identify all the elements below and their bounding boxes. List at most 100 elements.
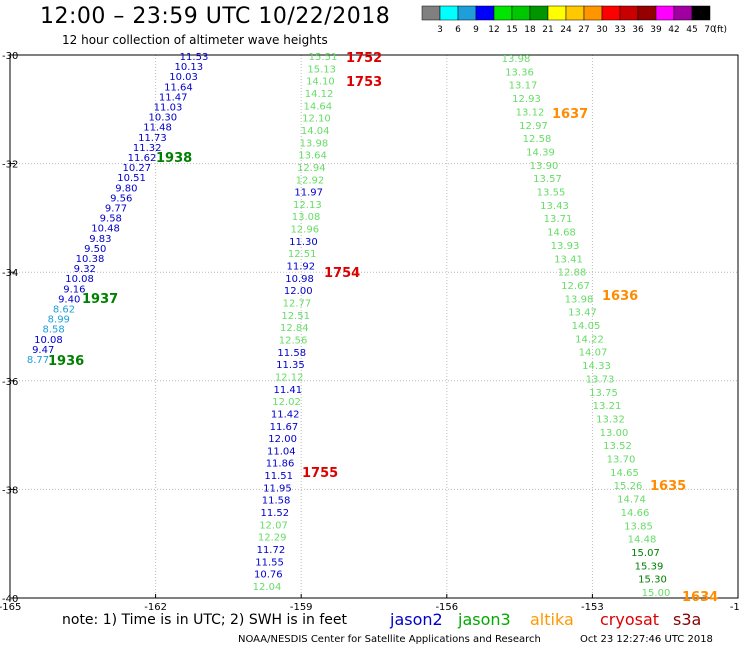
wave-height-label: 11.55 — [255, 557, 284, 568]
wave-height-label: 12.10 — [302, 114, 331, 125]
wave-height-label: 14.65 — [610, 468, 639, 479]
wave-height-label: 10.38 — [76, 254, 105, 265]
wave-height-label: 11.03 — [154, 103, 183, 114]
wave-height-label: 12.92 — [296, 175, 325, 186]
wave-height-label: 14.10 — [306, 77, 335, 88]
wave-height-label: 12.00 — [284, 286, 313, 297]
wave-height-label: 13.93 — [551, 241, 580, 252]
lon-tick-label: -15 — [730, 602, 740, 613]
wave-height-label: 13.75 — [589, 388, 618, 399]
wave-height-label: 14.05 — [572, 321, 601, 332]
wave-height-label: 8.77 — [27, 355, 49, 366]
wave-height-label: 13.47 — [568, 308, 597, 319]
wave-height-label: 11.62 — [128, 153, 157, 164]
wave-height-label: 15.00 — [642, 588, 671, 599]
wave-height-label: 13.52 — [603, 441, 632, 452]
wave-height-label: 11.42 — [271, 409, 300, 420]
pass-time-label: 1938 — [156, 151, 192, 166]
wave-height-label: 11.58 — [277, 348, 306, 359]
wave-height-label: 13.00 — [600, 428, 629, 439]
wave-height-label: 14.07 — [579, 348, 608, 359]
wave-height-label: 9.83 — [89, 234, 111, 245]
lon-tick-label: -159 — [290, 602, 313, 613]
wave-height-label: 12.94 — [297, 163, 326, 174]
pass-time-label: 1754 — [324, 266, 360, 281]
legend-s3a: s3a — [673, 610, 702, 629]
wave-height-label: 11.97 — [294, 188, 323, 199]
wave-height-label: 11.95 — [263, 483, 292, 494]
wave-height-label: 11.32 — [133, 143, 162, 154]
wave-height-label: 10.98 — [285, 274, 314, 285]
wave-height-label: 13.43 — [540, 201, 569, 212]
wave-height-label: 11.35 — [276, 360, 305, 371]
wave-height-label: 12.56 — [279, 335, 308, 346]
wave-height-label: 10.48 — [91, 224, 120, 235]
wave-height-label: 13.71 — [544, 214, 573, 225]
wave-height-label: 11.48 — [143, 123, 172, 134]
plot-frame — [9, 54, 739, 599]
wave-height-label: 12.12 — [275, 372, 304, 383]
pass-time-label: 1936 — [48, 354, 84, 369]
wave-height-label: 12.58 — [523, 134, 552, 145]
wave-height-label: 11.51 — [264, 471, 293, 482]
legend-cryosat: cryosat — [600, 610, 660, 629]
wave-height-label: 9.56 — [110, 193, 132, 204]
wave-height-label: 14.64 — [303, 101, 332, 112]
wave-height-label: 13.90 — [530, 161, 559, 172]
pass-time-label: 1637 — [552, 107, 588, 122]
wave-height-label: 15.26 — [614, 481, 643, 492]
pass-time-label: 1636 — [602, 289, 638, 304]
wave-height-label: 11.58 — [262, 496, 291, 507]
wave-height-label: 10.30 — [148, 113, 177, 124]
wave-height-label: 10.76 — [254, 570, 283, 581]
wave-height-label: 14.33 — [582, 361, 611, 372]
wave-height-label: 13.73 — [586, 374, 615, 385]
wave-height-label: 12.77 — [283, 299, 312, 310]
legend-jason2: jason2 — [390, 610, 443, 629]
wave-height-label: 9.77 — [105, 204, 127, 215]
wave-height-label: 13.12 — [516, 107, 545, 118]
wave-height-label: 12.97 — [519, 121, 548, 132]
wave-height-label: 12.88 — [558, 268, 587, 279]
wave-height-label: 13.17 — [509, 81, 538, 92]
wave-height-label: 14.22 — [575, 334, 604, 345]
wave-height-label: 14.68 — [547, 228, 576, 239]
lon-tick-label: -165 — [0, 602, 21, 613]
pass-time-label: 1752 — [346, 51, 382, 66]
wave-height-label: 13.70 — [607, 455, 636, 466]
scale-tick-label: 24 — [560, 25, 572, 35]
wave-height-label: 9.40 — [58, 294, 80, 305]
map-title: 12:00 – 23:59 UTC 10/22/2018 — [40, 4, 391, 29]
scale-swatch — [691, 5, 711, 21]
wave-height-label: 11.67 — [270, 422, 299, 433]
wave-height-label: 9.80 — [115, 183, 137, 194]
scale-unit-label: (ft) — [713, 25, 727, 35]
lon-tick-label: -162 — [144, 602, 167, 613]
wave-height-label: 9.50 — [84, 244, 106, 255]
wave-height-label: 10.08 — [34, 335, 63, 346]
wave-height-label: 11.73 — [138, 133, 167, 144]
scale-tick-label: 9 — [473, 25, 479, 35]
generated-timestamp: Oct 23 12:27:46 UTC 2018 — [580, 634, 713, 645]
scale-tick-label: 3 — [437, 25, 443, 35]
scale-tick-label: 39 — [650, 25, 662, 35]
legend-altika: altika — [530, 610, 574, 629]
wave-height-label: 12.93 — [512, 94, 541, 105]
scale-tick-label: 30 — [596, 25, 608, 35]
wave-height-label: 8.58 — [42, 325, 64, 336]
scale-tick-label: 70 — [704, 25, 716, 35]
scale-tick-label: 21 — [542, 25, 553, 35]
lat-tick-label: -40 — [2, 594, 18, 605]
wave-height-label: 12.84 — [280, 323, 309, 334]
wave-height-label: 11.52 — [260, 508, 289, 519]
wave-height-label: 10.08 — [65, 274, 94, 285]
wave-height-label: 15.07 — [631, 548, 660, 559]
wave-height-label: 8.62 — [53, 305, 75, 316]
wave-height-label: 15.13 — [307, 64, 336, 75]
wave-height-label: 13.32 — [596, 414, 625, 425]
wave-height-label: 12.67 — [561, 281, 590, 292]
wave-height-label: 10.03 — [169, 72, 198, 83]
wave-height-label: 13.64 — [298, 151, 327, 162]
scale-tick-label: 18 — [524, 25, 536, 35]
wave-height-label: 9.32 — [74, 264, 96, 275]
